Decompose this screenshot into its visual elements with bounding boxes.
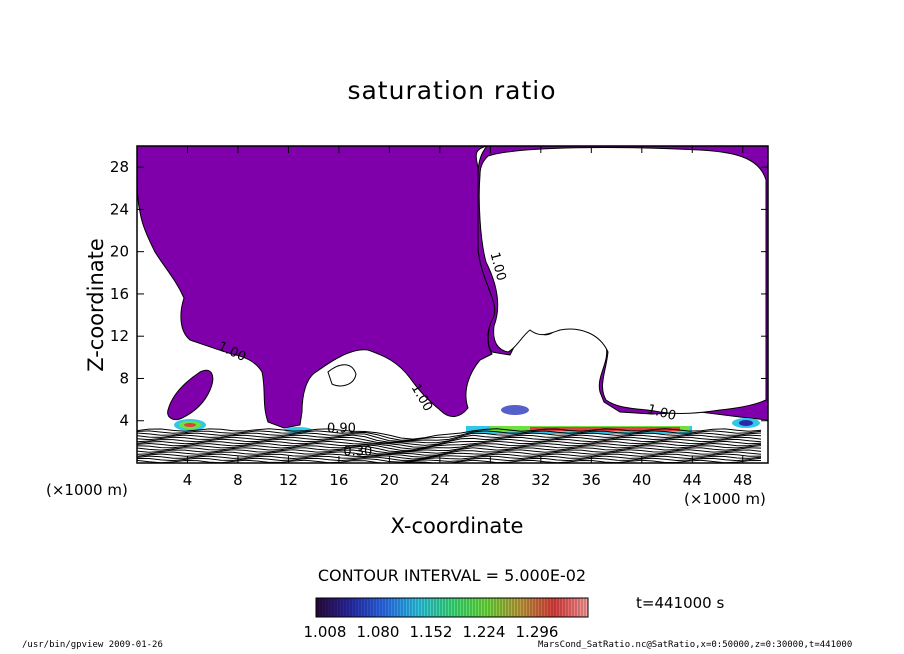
y-tick-label: 12 xyxy=(110,327,129,345)
surface-contour xyxy=(137,434,762,444)
surface-contour xyxy=(137,438,762,448)
supersaturated-region-main xyxy=(137,146,496,429)
surface-contour xyxy=(137,432,762,442)
contour-label: 1.00 xyxy=(646,402,678,424)
colorbar xyxy=(315,597,589,618)
z-axis-unit: (×1000 m) xyxy=(46,481,128,499)
chart-title: saturation ratio xyxy=(347,76,557,105)
x-tick-label: 44 xyxy=(683,471,702,489)
y-tick-label: 4 xyxy=(119,412,129,430)
contour-interval-label: CONTOUR INTERVAL = 5.000E-02 xyxy=(317,566,587,585)
surface-contour xyxy=(137,442,762,451)
x-tick-label: 8 xyxy=(233,471,243,489)
x-tick-label: 24 xyxy=(430,471,449,489)
surface-contour xyxy=(137,436,762,446)
y-tick-label: 24 xyxy=(110,200,129,218)
footer-source: MarsCond_SatRatio.nc@SatRatio,x=0:50000,… xyxy=(538,640,853,650)
time-label: t=441000 s xyxy=(636,594,725,612)
colorbar-divisions xyxy=(317,598,586,617)
x-tick-label: 20 xyxy=(380,471,399,489)
surface-contour xyxy=(137,449,762,456)
x-tick-label: 48 xyxy=(733,471,752,489)
supersaturated-blob-left xyxy=(167,369,214,421)
colorbar-tick-label: 1.296 xyxy=(516,623,559,641)
colorbar-tick-label: 1.152 xyxy=(410,623,453,641)
colorbar-tick-label: 1.080 xyxy=(357,623,400,641)
surface-contour xyxy=(137,459,762,463)
surface-contour xyxy=(137,455,762,461)
y-tick-label: 28 xyxy=(110,158,129,176)
surface-contour xyxy=(137,445,762,453)
subsaturated-region-upper-right xyxy=(478,147,767,414)
y-tick-label: 20 xyxy=(110,243,129,261)
x-tick-label: 12 xyxy=(279,471,298,489)
colorbar-tick-label: 1.008 xyxy=(304,623,347,641)
surface-contour xyxy=(137,440,762,450)
x-tick-label: 36 xyxy=(582,471,601,489)
colorbar-tick-label: 1.224 xyxy=(463,623,506,641)
surface-contour xyxy=(137,430,762,441)
surface-contour xyxy=(137,447,762,454)
x-axis-label: X-coordinate xyxy=(390,514,524,538)
surface-contour xyxy=(137,453,762,460)
plot-area xyxy=(137,146,768,463)
surface-contour xyxy=(137,457,762,463)
x-axis: 4 8 12 16 20 24 28 32 36 40 44 48 xyxy=(183,146,752,489)
surface-contour xyxy=(137,451,762,458)
x-tick-label: 16 xyxy=(329,471,348,489)
x-tick-label: 40 xyxy=(632,471,651,489)
contour-label: 0.90 xyxy=(327,421,356,436)
colorbar-tick-labels: 1.008 1.080 1.152 1.224 1.296 xyxy=(304,623,559,641)
y-axis: 4 8 12 16 20 24 28 xyxy=(110,158,768,430)
x-tick-label: 4 xyxy=(183,471,193,489)
x-tick-label: 32 xyxy=(531,471,550,489)
x-tick-label: 28 xyxy=(481,471,500,489)
x-axis-unit: (×1000 m) xyxy=(684,490,766,508)
subsaturated-patch xyxy=(327,364,357,387)
y-tick-label: 16 xyxy=(110,285,129,303)
surface-contour xyxy=(137,428,762,440)
contour-label: 0.30 xyxy=(343,445,372,460)
y-tick-label: 8 xyxy=(119,369,129,387)
footer-program: /usr/bin/gpview 2009-01-26 xyxy=(22,640,163,650)
plot-frame xyxy=(136,145,769,464)
y-axis-label: Z-coordinate xyxy=(84,238,108,372)
contour-label: 1.00 xyxy=(487,251,509,283)
surface-contour-lines xyxy=(137,428,762,463)
